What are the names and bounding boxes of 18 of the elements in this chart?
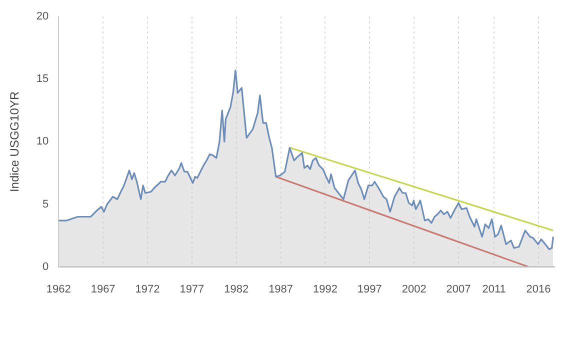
x-tick-label: 1977 — [180, 283, 204, 296]
x-tick-label: 1962 — [46, 283, 71, 296]
y-axis-title: Indice USGG10YR — [8, 91, 22, 192]
y-tick-label: 20 — [36, 10, 49, 23]
x-tick-label: 1967 — [90, 283, 116, 296]
y-tick-label: 10 — [36, 136, 49, 148]
x-tick-label: 2016 — [526, 283, 551, 296]
x-tick-label: 1982 — [224, 283, 249, 296]
x-tick-label: 2011 — [482, 283, 506, 296]
x-tick-label: 1992 — [312, 283, 338, 296]
x-tick-label: 1997 — [357, 283, 382, 296]
x-tick-label: 2007 — [446, 283, 471, 296]
x-tick-label: 1987 — [268, 283, 294, 296]
x-tick-label: 2002 — [402, 283, 426, 296]
x-tick-label: 1972 — [135, 283, 160, 296]
y-tick-label: 0 — [42, 260, 49, 273]
y-tick-label: 15 — [36, 73, 49, 86]
y-tick-label: 5 — [42, 198, 49, 210]
